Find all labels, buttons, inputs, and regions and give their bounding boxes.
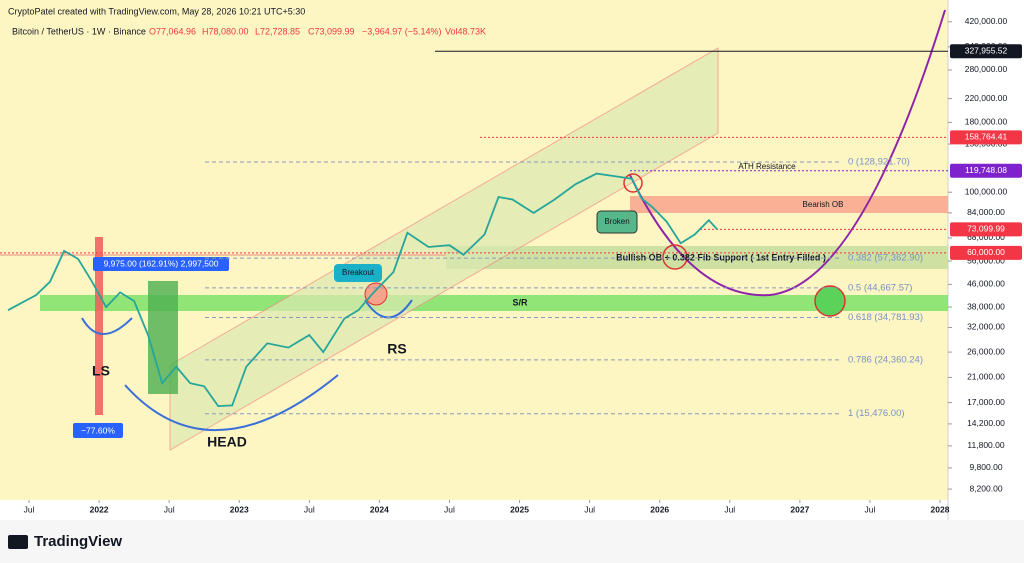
y-tick-label: 11,800.00 (967, 440, 1004, 450)
bearish-ob-label: Bearish OB (803, 200, 844, 209)
y-tick-label: 21,000.00 (967, 372, 1005, 382)
ohlc-change: −3,964.97 (−5.14%) (362, 26, 442, 36)
x-tick-label: Jul (304, 504, 315, 514)
price-tag-label: 119,748.08 (965, 165, 1007, 175)
x-tick-label: Jul (24, 504, 35, 514)
x-tick-label: Jul (444, 504, 455, 514)
x-tick-label: 2024 (370, 504, 389, 514)
y-tick-label: 84,000.00 (967, 207, 1005, 217)
logo-icon (8, 535, 28, 549)
y-tick-label: 46,000.00 (967, 279, 1005, 289)
x-tick-label: 2028 (931, 504, 950, 514)
time-axis (0, 500, 948, 520)
price-tag-label: 60,000.00 (967, 247, 1005, 257)
y-tick-label: 56,000.00 (967, 255, 1005, 265)
measure-down-bar (95, 237, 103, 415)
measure-up-box-label (93, 257, 229, 271)
y-tick-label: 9,800.00 (969, 462, 1002, 472)
breakout-circle (364, 282, 388, 306)
ohlc-close: C73,099.99 (308, 26, 355, 36)
y-tick-label: 180,000.00 (965, 117, 1008, 127)
price-line (7, 172, 718, 408)
x-tick-label: Jul (584, 504, 595, 514)
symbol: Bitcoin / TetherUS · 1W · Binance (12, 26, 146, 36)
breakout-box (334, 264, 382, 282)
x-tick-label: 2025 (510, 504, 529, 514)
measure-up-label: 9,975.00 (162.91%) 2,997,500 (104, 258, 219, 268)
fib-label: 0.786 (24,360.24) (848, 354, 923, 365)
rs-label: RS (387, 341, 406, 357)
attribution: CryptoPatel created with TradingView.com… (8, 6, 305, 16)
ls-label: LS (92, 363, 110, 379)
price-tag-label: 327,955.52 (965, 45, 1008, 55)
ohlc-low: L72,728.85 (255, 26, 300, 36)
logo: TradingView (34, 533, 122, 550)
breakout-label: Breakout (342, 268, 375, 277)
y-tick-label: 14,200.00 (967, 418, 1005, 428)
y-tick-label: 17,000.00 (967, 397, 1005, 407)
y-tick-label: 68,000.00 (967, 232, 1005, 242)
x-tick-label: Jul (724, 504, 735, 514)
y-tick-label: 100,000.00 (965, 186, 1008, 196)
y-tick-label: 8,200.00 (969, 483, 1002, 493)
sr-zone (40, 295, 948, 311)
target-circle (814, 285, 846, 317)
y-tick-label: 420,000.00 (965, 16, 1008, 26)
bullish-ob-zone (446, 246, 948, 269)
head-curve (124, 374, 339, 432)
x-tick-label: Jul (164, 504, 175, 514)
y-tick-label: 280,000.00 (965, 64, 1008, 74)
fib-label: 0.382 (57,362.90) (848, 253, 923, 264)
sr-label: S/R (512, 297, 528, 307)
x-tick-label: 2023 (230, 504, 249, 514)
x-tick-label: Jul (864, 504, 875, 514)
price-axis (948, 0, 1024, 520)
entry-circle (662, 244, 688, 270)
ls-curve (81, 317, 133, 335)
x-tick-label: 2022 (90, 504, 109, 514)
y-tick-label: 26,000.00 (967, 346, 1005, 356)
x-tick-label: 2026 (650, 504, 669, 514)
fib-label: 0.5 (44,667.57) (848, 282, 912, 293)
measure-down-label: −77.60% (81, 425, 115, 435)
price-tag (950, 222, 1022, 237)
y-tick-label: 32,000.00 (967, 322, 1005, 332)
footer (0, 520, 1024, 563)
broken-circle (623, 173, 643, 193)
fib-label: 0.618 (34,781.93) (848, 312, 923, 323)
ohlc-high: H78,080.00 (202, 26, 249, 36)
channel (169, 47, 719, 451)
broken-box (596, 210, 638, 234)
ath-label: ATH Resistance (738, 162, 796, 171)
price-tag (950, 163, 1022, 178)
fib-label: 1 (15,476.00) (848, 408, 905, 419)
price-tag-label: 158,764.41 (965, 132, 1008, 142)
y-tick-label: 220,000.00 (965, 93, 1008, 103)
head-label: HEAD (207, 434, 247, 450)
price-tag (950, 245, 1022, 260)
price-tag (950, 44, 1022, 59)
measure-down-box-label (73, 423, 123, 438)
bearish-ob-zone (630, 196, 948, 213)
bullish-ob-label: Bullish OB + 0.382 Fib Support ( 1st Ent… (616, 252, 826, 262)
broken-label: Broken (604, 217, 629, 226)
x-tick-label: 2027 (790, 504, 809, 514)
projection-curve (629, 9, 946, 297)
y-tick-label: 38,000.00 (967, 301, 1005, 311)
volume: Vol48.73K (445, 26, 486, 36)
price-tag (950, 130, 1022, 145)
fib-label: 0 (128,921.70) (848, 157, 910, 168)
price-tag-label: 73,099.99 (967, 224, 1005, 234)
measure-up-box (148, 281, 178, 394)
ohlc-open: O77,064.96 (149, 26, 196, 36)
